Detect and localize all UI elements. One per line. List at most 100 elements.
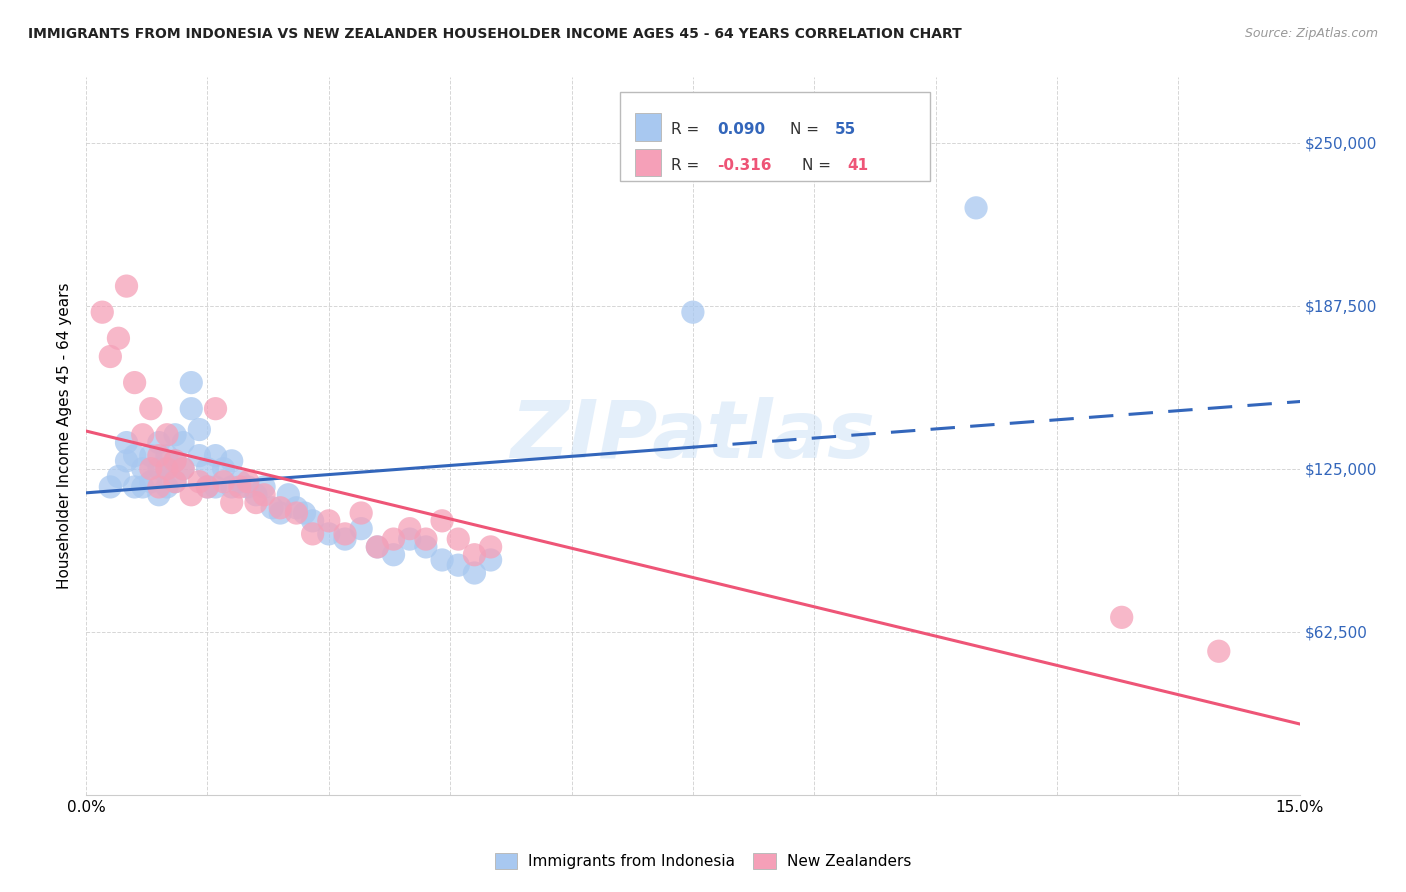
Point: [285, 506, 308, 520]
Point: [221, 454, 243, 468]
Point: [253, 480, 276, 494]
Point: [115, 279, 138, 293]
Point: [229, 480, 252, 494]
Point: [382, 532, 405, 546]
Y-axis label: Householder Income Ages 45 - 64 years: Householder Income Ages 45 - 64 years: [58, 283, 72, 590]
Point: [107, 469, 129, 483]
Point: [148, 480, 170, 494]
Point: [139, 475, 162, 489]
Point: [156, 461, 179, 475]
Point: [148, 435, 170, 450]
Point: [1111, 610, 1133, 624]
Text: R =: R =: [671, 158, 704, 173]
Point: [350, 522, 373, 536]
Point: [188, 423, 211, 437]
Point: [245, 488, 267, 502]
Point: [463, 548, 485, 562]
Point: [131, 480, 153, 494]
Point: [415, 540, 437, 554]
Point: [165, 454, 187, 468]
Point: [269, 506, 291, 520]
Point: [139, 449, 162, 463]
Point: [277, 488, 299, 502]
Point: [301, 527, 323, 541]
Point: [131, 427, 153, 442]
Point: [221, 480, 243, 494]
Point: [124, 376, 146, 390]
Point: [333, 532, 356, 546]
Point: [212, 475, 235, 489]
Point: [165, 427, 187, 442]
Point: [229, 475, 252, 489]
Point: [91, 305, 114, 319]
Point: [366, 540, 388, 554]
Point: [350, 506, 373, 520]
Point: [197, 480, 219, 494]
Point: [148, 488, 170, 502]
Point: [115, 435, 138, 450]
Point: [148, 449, 170, 463]
Point: [115, 454, 138, 468]
Text: N =: N =: [790, 122, 824, 137]
Bar: [634, 149, 661, 177]
Point: [333, 527, 356, 541]
Point: [682, 305, 704, 319]
Point: [221, 495, 243, 509]
Point: [172, 461, 194, 475]
Point: [301, 514, 323, 528]
Point: [197, 480, 219, 494]
Point: [188, 475, 211, 489]
Point: [139, 461, 162, 475]
Point: [197, 461, 219, 475]
Point: [124, 480, 146, 494]
Point: [294, 506, 316, 520]
Point: [148, 461, 170, 475]
Point: [165, 475, 187, 489]
Text: IMMIGRANTS FROM INDONESIA VS NEW ZEALANDER HOUSEHOLDER INCOME AGES 45 - 64 YEARS: IMMIGRANTS FROM INDONESIA VS NEW ZEALAND…: [28, 27, 962, 41]
Point: [253, 488, 276, 502]
Point: [124, 449, 146, 463]
Point: [366, 540, 388, 554]
Legend: Immigrants from Indonesia, New Zealanders: Immigrants from Indonesia, New Zealander…: [488, 847, 918, 875]
Point: [318, 514, 340, 528]
Point: [318, 527, 340, 541]
Point: [204, 480, 226, 494]
Point: [204, 449, 226, 463]
Text: 41: 41: [846, 158, 868, 173]
Point: [479, 540, 502, 554]
Point: [131, 461, 153, 475]
Text: 0.090: 0.090: [717, 122, 765, 137]
Point: [204, 401, 226, 416]
Point: [245, 495, 267, 509]
Point: [269, 500, 291, 515]
Point: [415, 532, 437, 546]
Point: [156, 480, 179, 494]
Point: [479, 553, 502, 567]
Point: [156, 427, 179, 442]
Point: [212, 461, 235, 475]
Point: [156, 449, 179, 463]
Text: ZIPatlas: ZIPatlas: [510, 397, 876, 475]
Point: [430, 553, 453, 567]
Bar: [634, 113, 661, 141]
Point: [172, 461, 194, 475]
Text: -0.316: -0.316: [717, 158, 772, 173]
Point: [965, 201, 987, 215]
Point: [382, 548, 405, 562]
Point: [447, 558, 470, 573]
Text: Source: ZipAtlas.com: Source: ZipAtlas.com: [1244, 27, 1378, 40]
Point: [165, 454, 187, 468]
Point: [98, 350, 121, 364]
Point: [180, 376, 202, 390]
Point: [398, 522, 420, 536]
Point: [165, 475, 187, 489]
Point: [447, 532, 470, 546]
Point: [236, 475, 259, 489]
Text: R =: R =: [671, 122, 704, 137]
Point: [107, 331, 129, 345]
Point: [188, 449, 211, 463]
Point: [463, 566, 485, 580]
Point: [139, 401, 162, 416]
FancyBboxPatch shape: [620, 92, 929, 181]
Text: N =: N =: [801, 158, 837, 173]
